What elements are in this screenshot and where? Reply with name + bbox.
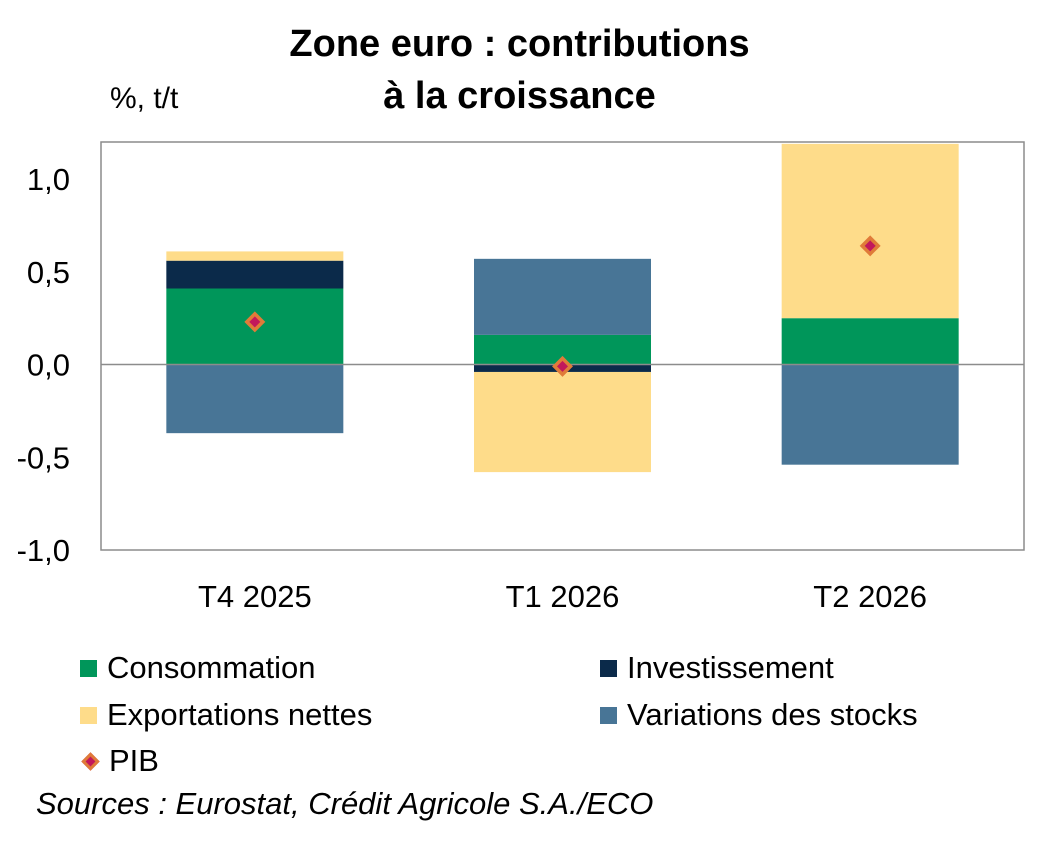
- bar-segment-variations-des-stocks-t1-2026: [474, 258, 651, 335]
- pib-marker-t1-2026: [552, 355, 573, 377]
- bar-segment-investissement-t4-2025: [166, 260, 344, 289]
- bar-segment-exportations-nettes-t2-2026: [781, 143, 959, 319]
- bar-segment-exportations-nettes-t1-2026: [474, 371, 651, 473]
- y-tick-label-1: 0,5: [27, 255, 70, 290]
- y-tick-label-2: 0,0: [27, 348, 70, 383]
- bar-segment-variations-des-stocks-t4-2025: [166, 364, 344, 434]
- chart-title-line-2: à la croissance: [383, 75, 656, 117]
- y-axis-unit-label: %, t/t: [110, 82, 179, 115]
- chart-title-line-1: Zone euro : contributions: [289, 23, 750, 65]
- plot-area-frame: [100, 141, 1025, 551]
- bar-segment-variations-des-stocks-t2-2026: [781, 364, 959, 465]
- bar-segment-consommation-t2-2026: [781, 318, 959, 365]
- y-tick-label-4: -1,0: [17, 533, 70, 568]
- pib-marker-t2-2026: [859, 235, 881, 257]
- chart-title: Zone euro : contributions à la croissanc…: [0, 18, 1039, 122]
- bar-segment-exportations-nettes-t4-2025: [166, 251, 344, 261]
- y-tick-label-3: -0,5: [17, 440, 70, 475]
- y-tick-label-0: 1,0: [27, 162, 70, 197]
- x-tick-label-t1-2026: T1 2026: [506, 579, 620, 614]
- source-note: Sources : Eurostat, Crédit Agricole S.A.…: [36, 786, 654, 821]
- pib-marker-t4-2025: [244, 311, 266, 333]
- x-tick-label-t2-2026: T2 2026: [813, 579, 927, 614]
- x-tick-label-t4-2025: T4 2025: [198, 579, 312, 614]
